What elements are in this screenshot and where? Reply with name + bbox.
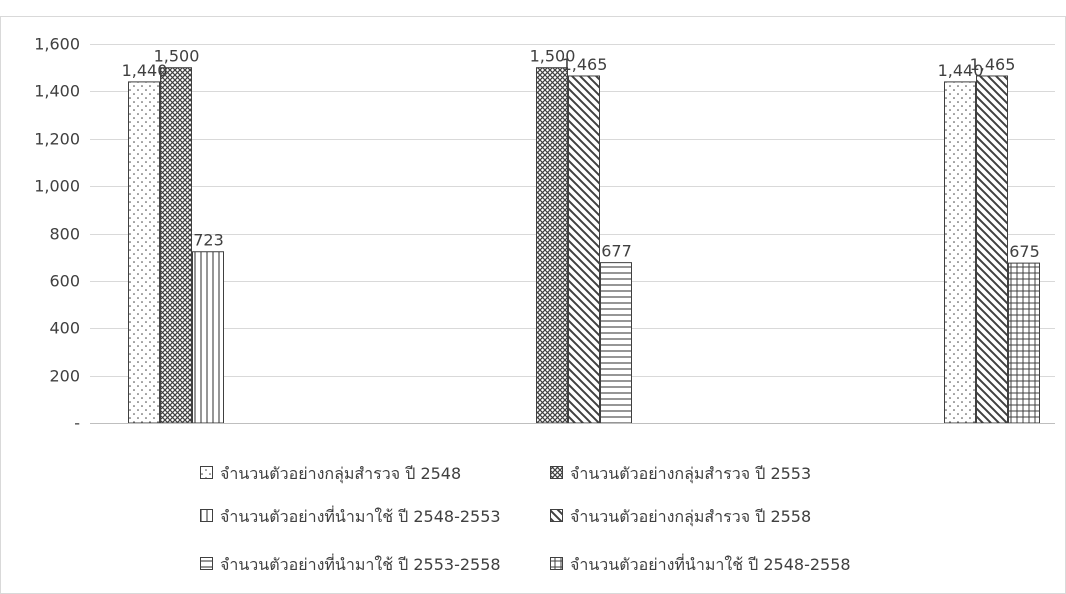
legend-label: จำนวนตัวอย่างกลุ่มสำรวจ ปี 2558 [570, 507, 811, 527]
bar [536, 67, 568, 424]
legend-label: จำนวนตัวอย่างที่นำมาใช้ ปี 2553-2558 [220, 553, 501, 574]
bar [192, 251, 224, 424]
y-tick-label: 1,200 [34, 130, 80, 149]
bar [1008, 262, 1040, 424]
legend: จำนวนตัวอย่างกลุ่มสำรวจ ปี 2548 จำนวนตัวอ… [200, 464, 851, 574]
data-label: 1,440 [938, 61, 984, 80]
data-label: 677 [601, 242, 632, 261]
data-label: 723 [193, 231, 224, 250]
bar [160, 67, 192, 424]
legend-label: จำนวนตัวอย่างที่นำมาใช้ ปี 2548-2553 [220, 505, 501, 526]
y-tick-label: 400 [49, 319, 80, 338]
gridlines [90, 44, 1055, 377]
legend-item: จำนวนตัวอย่างที่นำมาใช้ ปี 2548-2553 [200, 505, 501, 526]
bar [976, 75, 1008, 424]
legend-swatch [200, 557, 213, 570]
legend-item: จำนวนตัวอย่างกลุ่มสำรวจ ปี 2558 [550, 507, 811, 527]
bar [568, 75, 600, 424]
bar [944, 81, 976, 424]
data-label: 1,500 [154, 47, 200, 66]
bar [128, 81, 160, 424]
legend-item: จำนวนตัวอย่างที่นำมาใช้ ปี 2553-2558 [200, 553, 501, 574]
data-label: 1,465 [562, 55, 608, 74]
bar [600, 262, 632, 424]
data-label: 1,465 [970, 55, 1016, 74]
y-tick-label: 800 [49, 225, 80, 244]
legend-swatch [550, 509, 563, 522]
legend-swatch [550, 466, 563, 479]
data-label: 675 [1009, 242, 1040, 261]
y-tick-label: 1,600 [34, 35, 80, 54]
legend-swatch [550, 557, 563, 570]
data-label: 1,440 [122, 61, 168, 80]
y-tick-label: 600 [49, 272, 80, 291]
data-label: 1,500 [530, 47, 576, 66]
y-axis-ticks: - 200 400 600 800 1,000 1,200 1,400 1,600 [34, 35, 80, 433]
y-tick-label: 1,000 [34, 177, 80, 196]
legend-label: จำนวนตัวอย่างกลุ่มสำรวจ ปี 2548 [220, 464, 461, 484]
y-tick-label: - [74, 414, 80, 433]
legend-label: จำนวนตัวอย่างที่นำมาใช้ ปี 2548-2558 [570, 553, 851, 574]
bars [128, 67, 1040, 424]
legend-item: จำนวนตัวอย่างกลุ่มสำรวจ ปี 2553 [550, 464, 811, 484]
legend-item: จำนวนตัวอย่างกลุ่มสำรวจ ปี 2548 [200, 464, 461, 484]
legend-swatch [200, 466, 213, 479]
y-tick-label: 200 [49, 367, 80, 386]
legend-item: จำนวนตัวอย่างที่นำมาใช้ ปี 2548-2558 [550, 553, 851, 574]
legend-swatch [200, 509, 213, 522]
legend-label: จำนวนตัวอย่างกลุ่มสำรวจ ปี 2553 [570, 464, 811, 484]
y-tick-label: 1,400 [34, 82, 80, 101]
